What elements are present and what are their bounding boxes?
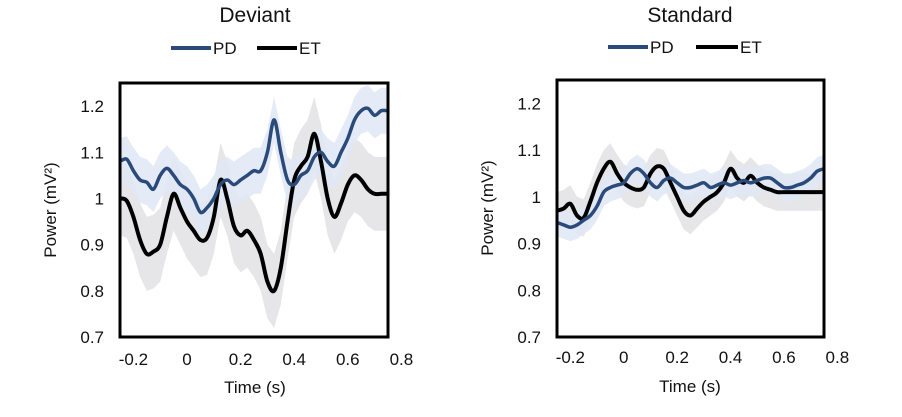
y-tick-label: 0.8 xyxy=(517,281,541,300)
x-tick-label: 0.2 xyxy=(665,348,689,367)
y-axis-label: Power (mV²) xyxy=(478,160,497,255)
x-tick-label: 0 xyxy=(182,350,191,369)
plot-frame xyxy=(118,81,390,339)
y-tick-label: 0.9 xyxy=(517,235,541,254)
y-tick-label: 1.1 xyxy=(80,143,104,162)
x-tick-label: 0.8 xyxy=(826,348,850,367)
legend-label-et: ET xyxy=(299,39,321,58)
y-tick-label: 0.7 xyxy=(80,328,104,347)
y-tick-label: 0.7 xyxy=(517,328,541,347)
series-line-pd xyxy=(556,167,825,229)
x-tick-label: 0.6 xyxy=(772,348,796,367)
x-tick-label: -0.2 xyxy=(556,348,585,367)
x-tick-label: -0.2 xyxy=(119,350,148,369)
series-line-et xyxy=(119,131,388,294)
chart-title: Standard xyxy=(647,4,732,27)
x-axis-label: Time (s) xyxy=(659,377,721,396)
legend: PD ET xyxy=(171,39,321,58)
series-line-et xyxy=(556,159,824,221)
y-tick-label: 1 xyxy=(95,189,104,208)
y-tick-label: 1.2 xyxy=(80,97,104,116)
x-tick-label: 0.4 xyxy=(282,350,306,369)
y-tick-label: 1.1 xyxy=(517,141,541,160)
x-tick-label: 0.8 xyxy=(390,350,414,369)
x-axis-label: Time (s) xyxy=(224,378,286,397)
chart-title: Deviant xyxy=(219,4,290,27)
legend: PD ET xyxy=(608,38,762,57)
legend-label-et: ET xyxy=(740,38,762,57)
x-tick-label: 0.6 xyxy=(336,350,360,369)
x-tick-label: 0.4 xyxy=(719,348,743,367)
x-tick-label: 0 xyxy=(619,348,628,367)
deviant-panel: Deviant PD ET 0.7 0.8 0.9 1 1.1 1.2 -0.2 0 0.2 0… xyxy=(41,4,413,397)
series-line-pd xyxy=(119,106,389,215)
legend-label-pd: PD xyxy=(213,39,237,58)
y-tick-label: 1 xyxy=(532,188,541,207)
y-tick-label: 1.2 xyxy=(517,94,541,113)
legend-label-pd: PD xyxy=(650,38,674,57)
y-tick-label: 0.8 xyxy=(80,282,104,301)
error-band-pd xyxy=(557,154,824,242)
y-axis-label: Power (mV²) xyxy=(41,162,60,257)
y-tick-label: 0.9 xyxy=(80,236,104,255)
standard-panel: Standard PD ET 0.7 0.8 0.9 1 1.1 1.2 -0.2 0 0.2… xyxy=(478,4,849,396)
error-band-pd xyxy=(120,85,388,236)
plot-frame xyxy=(555,78,826,339)
x-tick-label: 0.2 xyxy=(229,350,253,369)
